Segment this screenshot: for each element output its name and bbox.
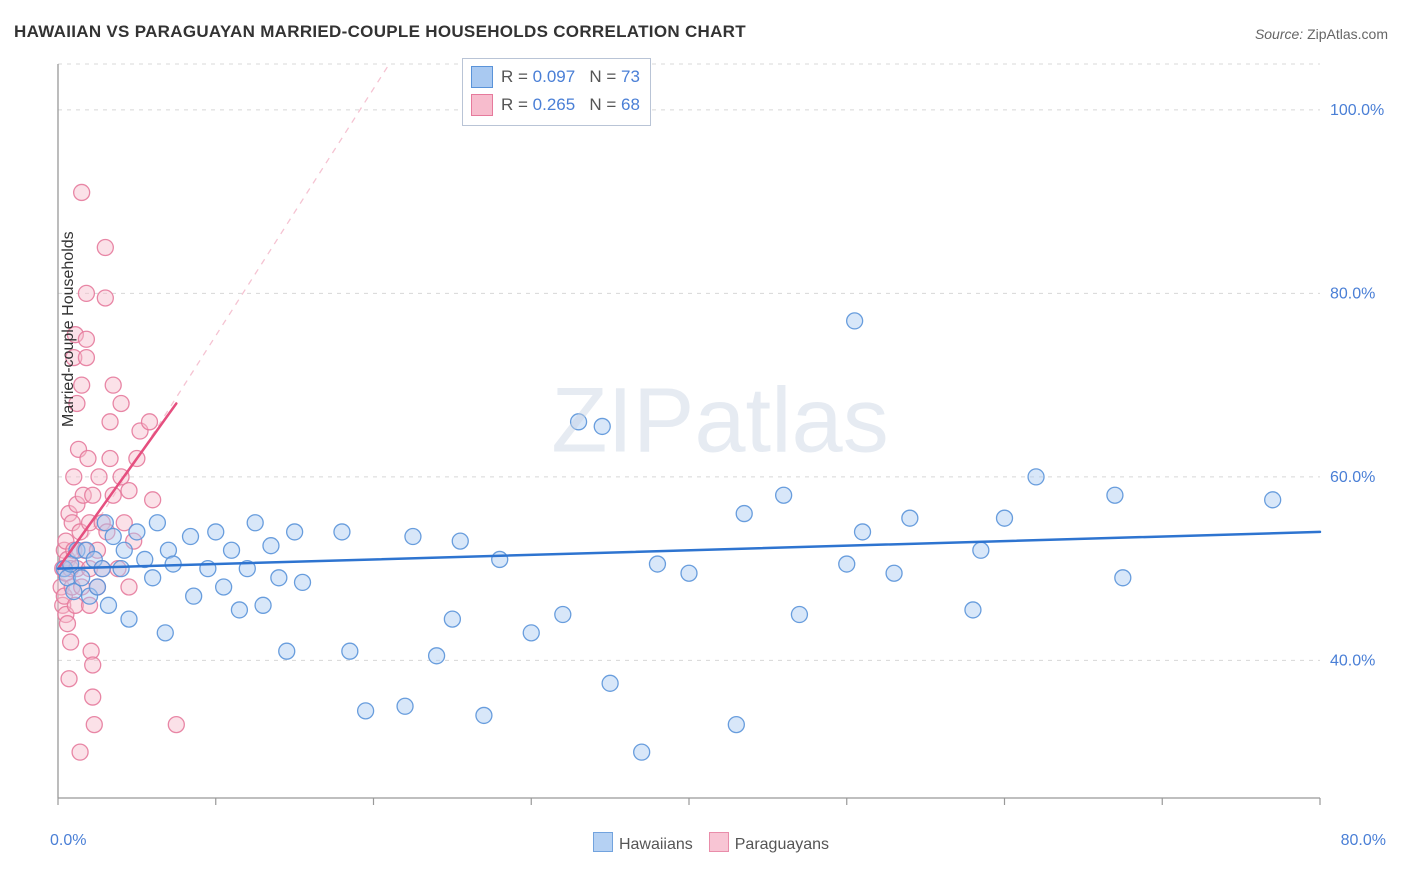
svg-text:60.0%: 60.0% — [1330, 469, 1375, 486]
chart-title: HAWAIIAN VS PARAGUAYAN MARRIED-COUPLE HO… — [14, 22, 746, 42]
plot-area: 40.0% 60.0% 80.0% 100.0% Married-couple Hou… — [50, 56, 1390, 816]
svg-text:40.0%: 40.0% — [1330, 652, 1375, 669]
svg-text:80.0%: 80.0% — [1330, 285, 1375, 302]
stats-legend: R = 0.097 N = 73 R = 0.265 N = 68 — [462, 58, 651, 126]
svg-text:100.0%: 100.0% — [1330, 102, 1384, 119]
legend-swatch — [471, 66, 493, 88]
legend-stats-text: R = 0.265 N = 68 — [501, 95, 640, 115]
source-attribution: Source: ZipAtlas.com — [1255, 26, 1388, 42]
stats-legend-row: R = 0.265 N = 68 — [471, 91, 640, 119]
source-label: Source: — [1255, 26, 1307, 42]
legend-stats-text: R = 0.097 N = 73 — [501, 67, 640, 87]
chart-container: HAWAIIAN VS PARAGUAYAN MARRIED-COUPLE HO… — [0, 0, 1406, 892]
legend-series-label: Hawaiians — [619, 836, 693, 853]
source-value: ZipAtlas.com — [1307, 26, 1388, 42]
legend-swatch — [471, 94, 493, 116]
legend-swatch — [709, 832, 729, 852]
series-legend: Hawaiians Paraguayans — [0, 832, 1406, 854]
scatter-svg: 40.0% 60.0% 80.0% 100.0% — [50, 56, 1390, 816]
stats-legend-row: R = 0.097 N = 73 — [471, 63, 640, 91]
legend-swatch — [593, 832, 613, 852]
y-axis-label: Married-couple Households — [60, 231, 78, 427]
legend-series-label: Paraguayans — [735, 836, 829, 853]
